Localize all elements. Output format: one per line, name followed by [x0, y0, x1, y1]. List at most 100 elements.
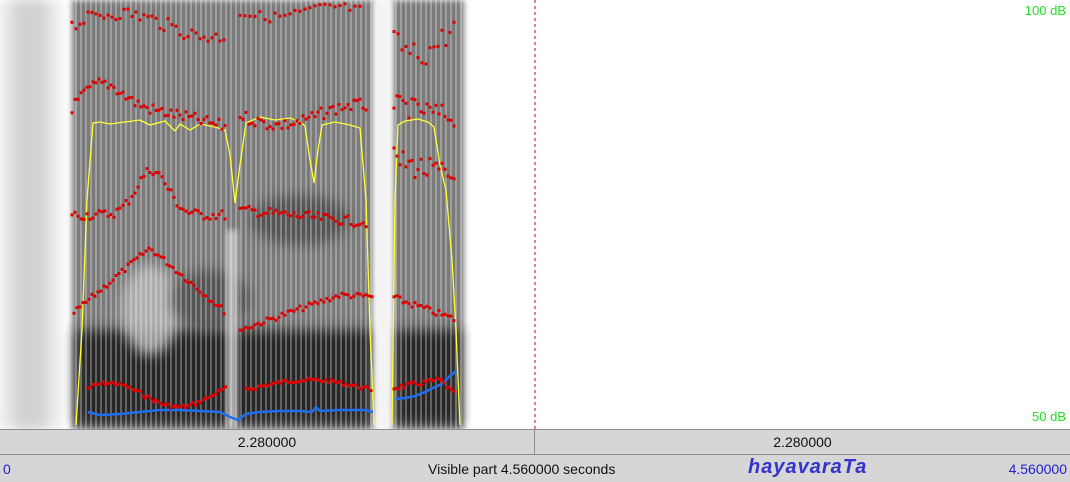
formant-point: [244, 325, 248, 329]
formant-point: [268, 207, 272, 210]
pitch-curve: [87, 405, 374, 422]
formant-point: [164, 402, 167, 406]
formant-point: [428, 46, 432, 50]
formant-point: [431, 311, 435, 315]
formant-point: [322, 212, 326, 216]
formant-point: [325, 111, 329, 115]
formant-point: [307, 376, 310, 380]
formant-point: [289, 123, 293, 127]
intensity-curve: [75, 116, 375, 426]
formant-point: [198, 37, 202, 41]
formant-point: [119, 381, 122, 385]
formant-point: [109, 213, 113, 216]
formant-point: [283, 13, 287, 17]
formant-point: [108, 281, 112, 285]
formant-point: [262, 384, 265, 388]
formant-point: [181, 403, 185, 407]
formant-point: [443, 312, 447, 316]
formant-point: [277, 122, 281, 126]
formant-point: [303, 7, 307, 11]
formant-point: [218, 39, 222, 43]
formant-point: [307, 301, 311, 305]
formant-point: [292, 211, 296, 215]
formant-point: [254, 387, 258, 391]
formant-point: [401, 150, 405, 154]
formant-point: [186, 403, 190, 407]
formant-point: [165, 263, 169, 267]
formant-point: [316, 302, 320, 306]
formant-point: [138, 18, 142, 22]
formant-point: [395, 386, 398, 390]
formant-point: [452, 124, 456, 128]
formant-point: [166, 402, 170, 406]
formant-point: [452, 177, 456, 181]
formant-point: [99, 382, 102, 386]
formant-point: [223, 124, 227, 127]
formant-point: [97, 209, 101, 213]
formant-point: [263, 18, 267, 22]
formant-point: [126, 7, 130, 11]
formant-point: [319, 217, 323, 221]
formant-point: [352, 294, 356, 298]
time-segment-left[interactable]: 2.280000: [0, 430, 535, 454]
formant-point: [244, 386, 248, 390]
formant-point: [304, 305, 308, 309]
formant-point: [407, 159, 411, 163]
formant-point: [238, 13, 242, 17]
formant-point: [175, 204, 179, 208]
formant-point: [400, 48, 404, 52]
formant-point: [358, 97, 362, 101]
formant-point: [163, 182, 167, 186]
formant-point: [297, 380, 300, 384]
formant-point: [199, 122, 203, 125]
formant-point: [298, 9, 302, 13]
formant-point: [127, 96, 131, 100]
formant-point: [201, 294, 205, 297]
formant-point: [259, 323, 263, 327]
formant-point: [210, 300, 214, 303]
formant-point: [367, 294, 371, 298]
formant-point: [265, 316, 269, 320]
formant-point: [428, 157, 432, 161]
formant-point: [250, 208, 254, 212]
formant-point: [82, 21, 86, 25]
formant-point: [124, 199, 128, 202]
formant-point: [189, 403, 192, 407]
formant-point: [344, 382, 348, 386]
formant-point: [404, 165, 408, 169]
formant-point: [442, 381, 446, 385]
formant-point: [304, 117, 308, 121]
formant-point: [115, 92, 119, 96]
formant-point: [424, 62, 428, 66]
formant-point: [443, 167, 447, 171]
formant-point: [280, 126, 284, 130]
formant-point: [428, 105, 432, 109]
formant-point: [314, 377, 318, 381]
formant-point: [178, 33, 182, 37]
spectrogram-canvas[interactable]: [0, 0, 1070, 429]
spectrogram-panel[interactable]: 100 dB 50 dB: [0, 0, 1070, 429]
time-segment-right[interactable]: 2.280000: [773, 434, 832, 450]
formant-point: [121, 90, 125, 94]
formant-point: [91, 216, 95, 220]
formant-point: [286, 309, 290, 313]
formant-point: [222, 312, 226, 316]
formant-point: [186, 35, 190, 39]
formant-point: [129, 385, 132, 389]
formant-point: [295, 215, 299, 219]
formant-point: [293, 8, 297, 12]
formant-point: [253, 124, 257, 128]
formant-point: [130, 95, 134, 99]
formant-point: [452, 319, 456, 323]
formant-point: [437, 112, 441, 116]
formant-point: [144, 249, 148, 253]
formant-point: [398, 163, 402, 167]
formant-point: [289, 380, 293, 384]
formant-point: [262, 212, 266, 215]
formant-point: [141, 394, 145, 398]
formant-point: [176, 405, 180, 409]
time-selection-bar[interactable]: 2.280000 2.280000: [0, 429, 1070, 455]
formant-point: [210, 36, 214, 40]
formant-point: [172, 195, 176, 199]
formant-point: [352, 224, 356, 228]
